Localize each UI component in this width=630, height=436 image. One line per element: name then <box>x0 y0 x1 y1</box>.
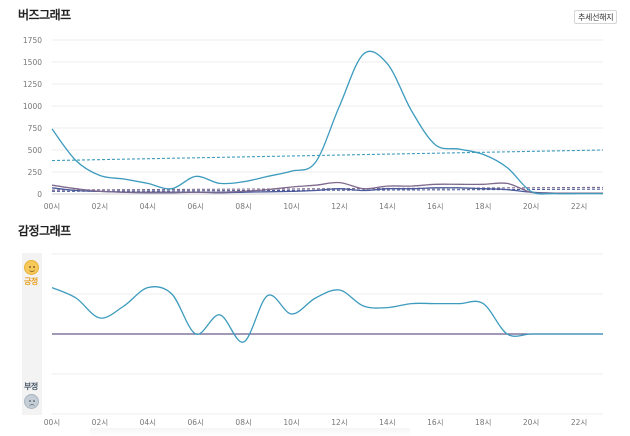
buzz-y-tick-label: 500 <box>28 146 43 155</box>
emotion-graph-title: 감정그래프 <box>18 224 71 238</box>
emotion-x-tick-label: 22시 <box>571 418 587 427</box>
buzz-x-tick-label: 00시 <box>44 202 60 211</box>
buzz-y-tick-label: 1000 <box>23 102 42 111</box>
emotion-x-tick-label: 20시 <box>523 418 539 427</box>
emotion-x-tick-label: 02시 <box>92 418 108 427</box>
frown-face-icon <box>24 394 39 409</box>
buzz-x-tick-label: 18시 <box>475 202 491 211</box>
buzz-x-tick-label: 04시 <box>140 202 156 211</box>
buzz-x-tick-label: 02시 <box>92 202 108 211</box>
buzz-trend-line <box>51 149 604 162</box>
smile-face-icon <box>24 260 39 275</box>
buzz-graph-title: 버즈그래프 <box>18 8 71 22</box>
buzz-x-tick-label: 14시 <box>379 202 395 211</box>
buzz-trend-line <box>51 188 604 192</box>
buzz-y-tick-label: 1500 <box>23 58 42 67</box>
buzz-series-line <box>51 181 603 194</box>
negative-label: 부정 <box>24 382 38 391</box>
buzz-x-tick-label: 06시 <box>188 202 204 211</box>
buzz-y-tick-label: 250 <box>28 168 43 177</box>
emotion-x-tick-label: 14시 <box>379 418 395 427</box>
buzz-y-tick-label: 750 <box>28 124 43 133</box>
buzz-x-tick-label: 12시 <box>331 202 347 211</box>
emotion-series-line <box>51 286 603 343</box>
buzz-x-tick-label: 08시 <box>235 202 251 211</box>
buzz-y-tick-label: 0 <box>37 190 42 199</box>
emotion-x-tick-label: 12시 <box>331 418 347 427</box>
sentiment-scale <box>22 253 42 415</box>
buzz-y-tick-label: 1250 <box>23 80 42 89</box>
emotion-x-tick-label: 10시 <box>283 418 299 427</box>
buzz-y-tick-label: 1750 <box>23 36 42 45</box>
emotion-x-tick-label: 16시 <box>427 418 443 427</box>
remove-trendline-button[interactable]: 추세선해지 <box>574 10 618 24</box>
buzz-x-tick-label: 22시 <box>571 202 587 211</box>
emotion-x-tick-label: 06시 <box>188 418 204 427</box>
buzz-x-tick-label: 10시 <box>283 202 299 211</box>
buzz-trend-line <box>51 186 604 191</box>
bottom-shadow <box>90 428 410 436</box>
emotion-x-tick-label: 04시 <box>140 418 156 427</box>
buzz-x-tick-label: 16시 <box>427 202 443 211</box>
emotion-x-tick-label: 00시 <box>44 418 60 427</box>
buzz-chart: 0 250 500 750 1000 1250 1500 1750 00시 02시 04시 06시 08… <box>23 36 604 211</box>
buzz-x-tick-label: 20시 <box>523 202 539 211</box>
emotion-x-tick-label: 08시 <box>235 418 251 427</box>
positive-label: 긍정 <box>24 277 38 286</box>
buzz-series-line <box>51 50 603 195</box>
emotion-x-tick-label: 18시 <box>475 418 491 427</box>
